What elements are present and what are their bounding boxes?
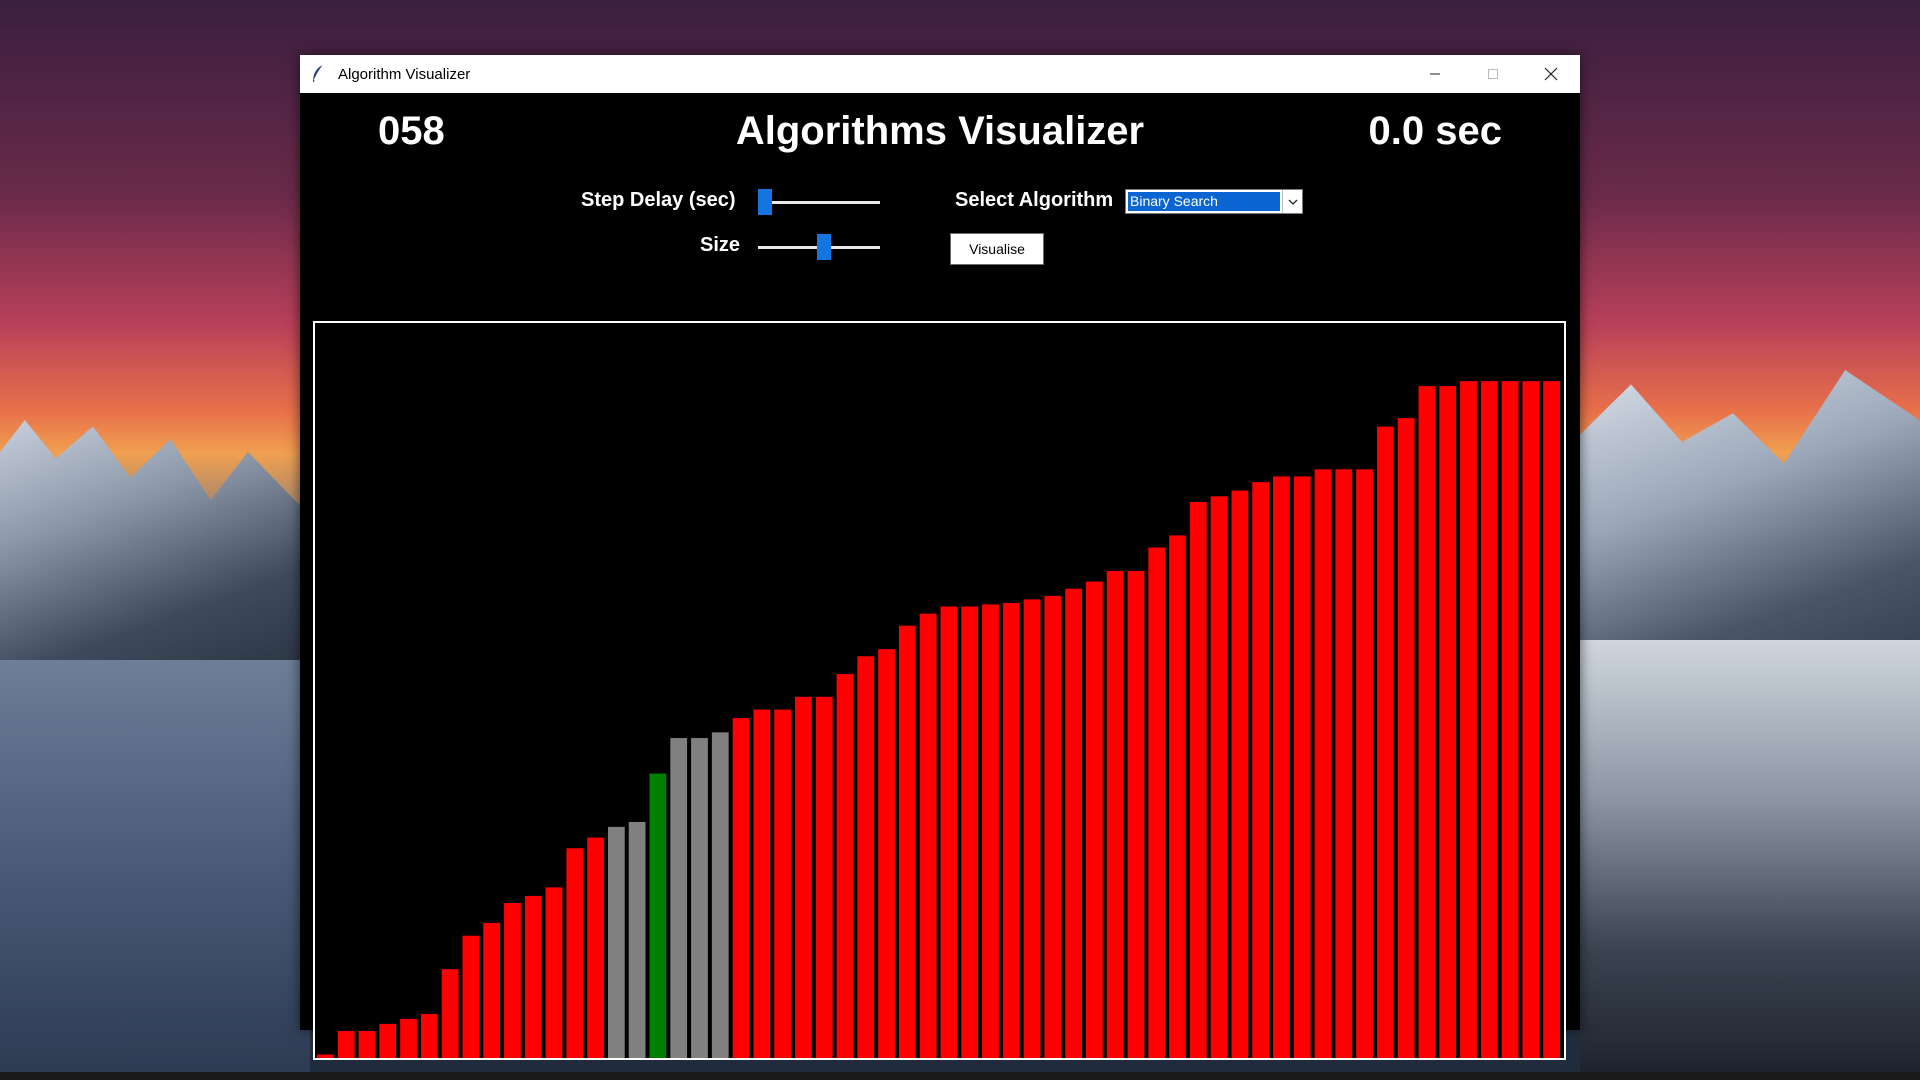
bar-default (337, 1030, 355, 1058)
bar-default (1543, 381, 1560, 1058)
bar-default (1439, 386, 1457, 1058)
slider-track (758, 201, 880, 204)
bar-default (961, 606, 979, 1058)
bar-default (1106, 570, 1124, 1058)
slider-thumb[interactable] (758, 189, 772, 215)
page-title: Algorithms Visualizer (735, 109, 1145, 153)
bar-default (753, 709, 771, 1058)
bar-default (462, 935, 480, 1058)
app-content: 058 Algorithms Visualizer 0.0 sec Step D… (300, 93, 1580, 1060)
size-label: Size (700, 234, 741, 256)
bar-default (1169, 535, 1186, 1058)
slider-thumb[interactable] (817, 234, 831, 260)
app-window: Algorithm Visualizer 058 Algorithms Visu… (300, 55, 1580, 1060)
bar-default (545, 887, 563, 1058)
bar-default (358, 1030, 376, 1058)
close-button[interactable] (1522, 55, 1580, 93)
bar-default (1231, 490, 1249, 1058)
bar-checking (628, 821, 646, 1058)
bar-default (1501, 381, 1519, 1058)
bar-default (1252, 482, 1270, 1058)
bar-default (1480, 381, 1498, 1058)
bar-default (1273, 476, 1290, 1058)
chevron-down-icon[interactable] (1282, 190, 1302, 213)
bar-chart (317, 381, 1560, 1058)
bar-default (898, 625, 916, 1058)
bar-canvas (313, 321, 1566, 1060)
bar-default (400, 1018, 417, 1058)
minimize-button[interactable] (1406, 55, 1464, 93)
bar-checking (691, 738, 708, 1058)
bar-default (587, 837, 604, 1058)
step-delay-label: Step Delay (sec) (581, 189, 736, 211)
bar-default (1522, 381, 1540, 1058)
taskbar (0, 1072, 1920, 1080)
bar-default (1460, 381, 1477, 1058)
bar-default (732, 718, 750, 1058)
bar-default (566, 848, 584, 1058)
wallpaper-village-right (1580, 640, 1920, 1080)
elapsed-time: 0.0 sec (1368, 109, 1502, 153)
bar-default (1418, 386, 1436, 1058)
bar-found (649, 773, 667, 1058)
bar-default (1148, 547, 1166, 1058)
select-algorithm-label: Select Algorithm (955, 189, 1114, 211)
bar-default (857, 656, 875, 1058)
bar-default (1397, 418, 1415, 1058)
bar-default (982, 604, 999, 1058)
bar-checking (670, 738, 688, 1058)
algorithm-select-value: Binary Search (1128, 192, 1280, 211)
bar-default (815, 696, 833, 1058)
bar-default (774, 709, 792, 1058)
title-bar[interactable]: Algorithm Visualizer (300, 55, 1580, 93)
bar-default (483, 922, 501, 1058)
bar-default (795, 696, 812, 1058)
bar-checking (607, 826, 625, 1058)
bar-default (836, 674, 854, 1058)
bar-default (940, 606, 958, 1058)
maximize-button[interactable] (1464, 55, 1522, 93)
bar-default (1293, 476, 1311, 1058)
bar-default (1002, 602, 1020, 1058)
bar-default (919, 613, 937, 1058)
bar-default (1335, 469, 1353, 1058)
bar-default (379, 1023, 397, 1058)
wallpaper-lake-left (0, 660, 310, 1080)
bar-default (1189, 502, 1207, 1058)
bar-default (1085, 581, 1103, 1058)
bar-default (1127, 570, 1145, 1058)
bar-default (441, 969, 459, 1058)
step-delay-slider[interactable] (758, 189, 880, 215)
step-counter: 058 (378, 109, 445, 153)
bar-checking (711, 732, 729, 1058)
bar-default (1314, 469, 1332, 1058)
bar-default (1065, 588, 1082, 1058)
bar-default (524, 895, 542, 1058)
window-title: Algorithm Visualizer (338, 65, 471, 83)
bar-default (420, 1013, 438, 1058)
bar-default (1210, 496, 1228, 1058)
bar-default (317, 1054, 334, 1058)
visualise-button[interactable]: Visualise (950, 233, 1044, 265)
feather-icon (300, 55, 336, 93)
algorithm-select[interactable]: Binary Search (1125, 189, 1303, 214)
bar-default (1376, 426, 1394, 1058)
bar-default (504, 903, 521, 1058)
bar-default (878, 649, 895, 1058)
bar-default (1356, 469, 1373, 1058)
bar-default (1023, 599, 1041, 1058)
bar-default (1044, 595, 1062, 1058)
size-slider[interactable] (758, 234, 880, 260)
